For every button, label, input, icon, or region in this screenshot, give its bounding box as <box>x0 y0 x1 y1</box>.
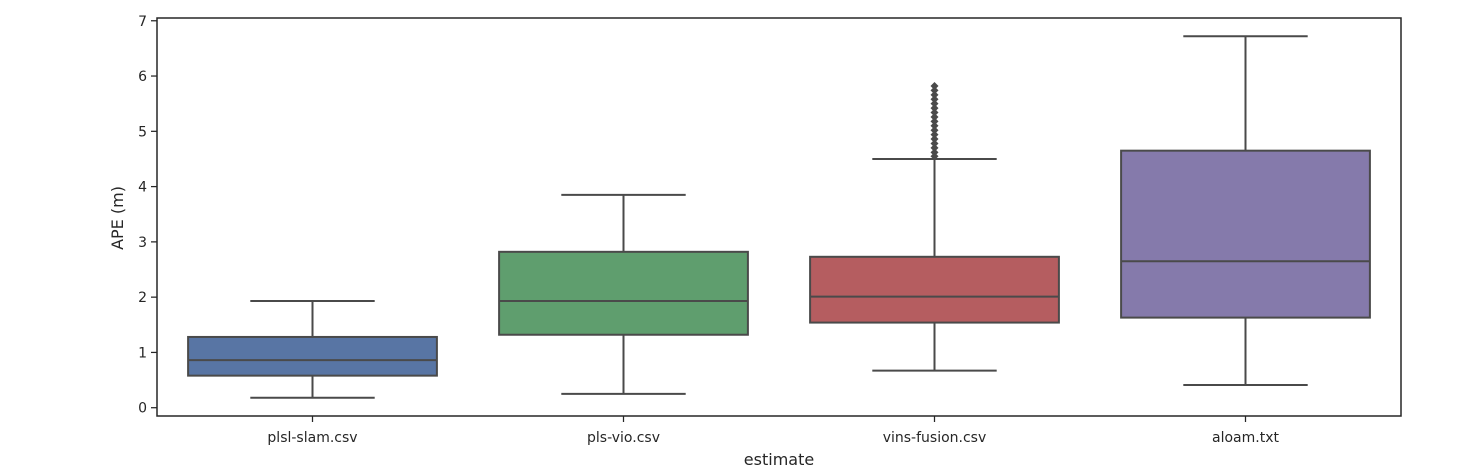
outlier-point <box>930 139 939 148</box>
outlier-point <box>930 95 939 104</box>
x-tick-label: aloam.txt <box>1212 430 1279 446</box>
outlier-point <box>930 81 939 90</box>
outlier-point <box>930 135 939 144</box>
outlier-point <box>930 126 939 135</box>
outlier-point <box>930 108 939 117</box>
y-tick-label: 4 <box>138 180 147 196</box>
y-tick-label: 2 <box>138 290 147 306</box>
y-tick-label: 3 <box>138 235 147 251</box>
y-tick-label: 6 <box>138 69 147 85</box>
box <box>809 255 1060 324</box>
y-tick-label: 1 <box>138 345 147 361</box>
y-tick-label: 0 <box>138 401 147 417</box>
x-axis-label: estimate <box>744 450 814 469</box>
box <box>1120 149 1371 319</box>
x-tick-label: pls-vio.csv <box>587 430 660 446</box>
outlier-point <box>930 117 939 126</box>
plot-area: 0 1 2 3 4 5 6 7 plsl-slam.csv pls-vio.csv vins-fus… <box>138 14 1402 446</box>
outlier-point <box>930 104 939 113</box>
x-tick-label: plsl-slam.csv <box>267 430 357 446</box>
plot-frame <box>156 17 1402 417</box>
outlier-point <box>930 99 939 108</box>
outlier-point <box>930 148 939 157</box>
box <box>187 335 438 377</box>
box <box>498 250 749 336</box>
outlier-point <box>930 130 939 139</box>
x-tick-label: vins-fusion.csv <box>883 430 987 446</box>
outlier-point <box>930 90 939 99</box>
y-axis-label: APE (m) <box>108 186 127 250</box>
outlier-point <box>930 112 939 121</box>
outlier-point <box>930 121 939 130</box>
y-tick-label: 5 <box>138 124 147 140</box>
outlier-point <box>930 143 939 152</box>
outlier-point <box>930 86 939 95</box>
y-tick-label: 7 <box>138 14 147 30</box>
